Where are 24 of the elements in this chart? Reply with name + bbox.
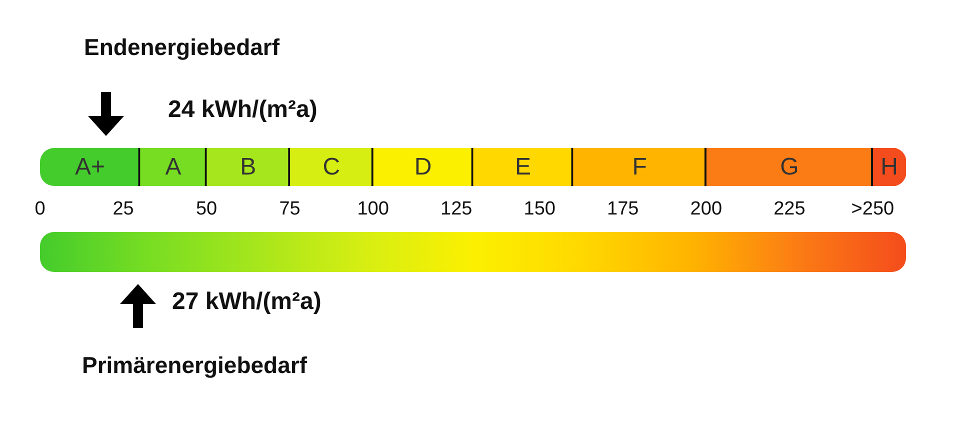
series-label: A+ xyxy=(74,154,105,181)
series-label: F xyxy=(632,154,647,181)
x-tick-label: 50 xyxy=(196,198,218,220)
series-label: A xyxy=(165,154,182,181)
x-tick-label: 100 xyxy=(357,198,389,220)
text: Endenergiebedarf xyxy=(84,34,280,61)
x-tick-label: 225 xyxy=(774,198,806,220)
text: Primärenergiebedarf xyxy=(82,352,307,379)
x-tick-label: 25 xyxy=(112,198,134,220)
series-label: D xyxy=(414,154,432,181)
series-label: B xyxy=(240,154,256,181)
x-tick-label: >250 xyxy=(851,198,894,220)
x-tick-label: 150 xyxy=(524,198,556,220)
series-label: G xyxy=(780,154,799,181)
series-label: H xyxy=(880,154,898,181)
series-label: E xyxy=(514,154,531,181)
text: 24 kWh/(m²a) xyxy=(168,96,318,124)
x-tick-label: 200 xyxy=(690,198,722,220)
text: 27 kWh/(m²a) xyxy=(172,288,322,316)
x-tick-label: 175 xyxy=(607,198,639,220)
x-tick-label: 0 xyxy=(34,198,46,220)
series-label: C xyxy=(322,154,340,181)
x-tick-label: 75 xyxy=(279,198,300,220)
x-tick-label: 125 xyxy=(440,198,472,220)
